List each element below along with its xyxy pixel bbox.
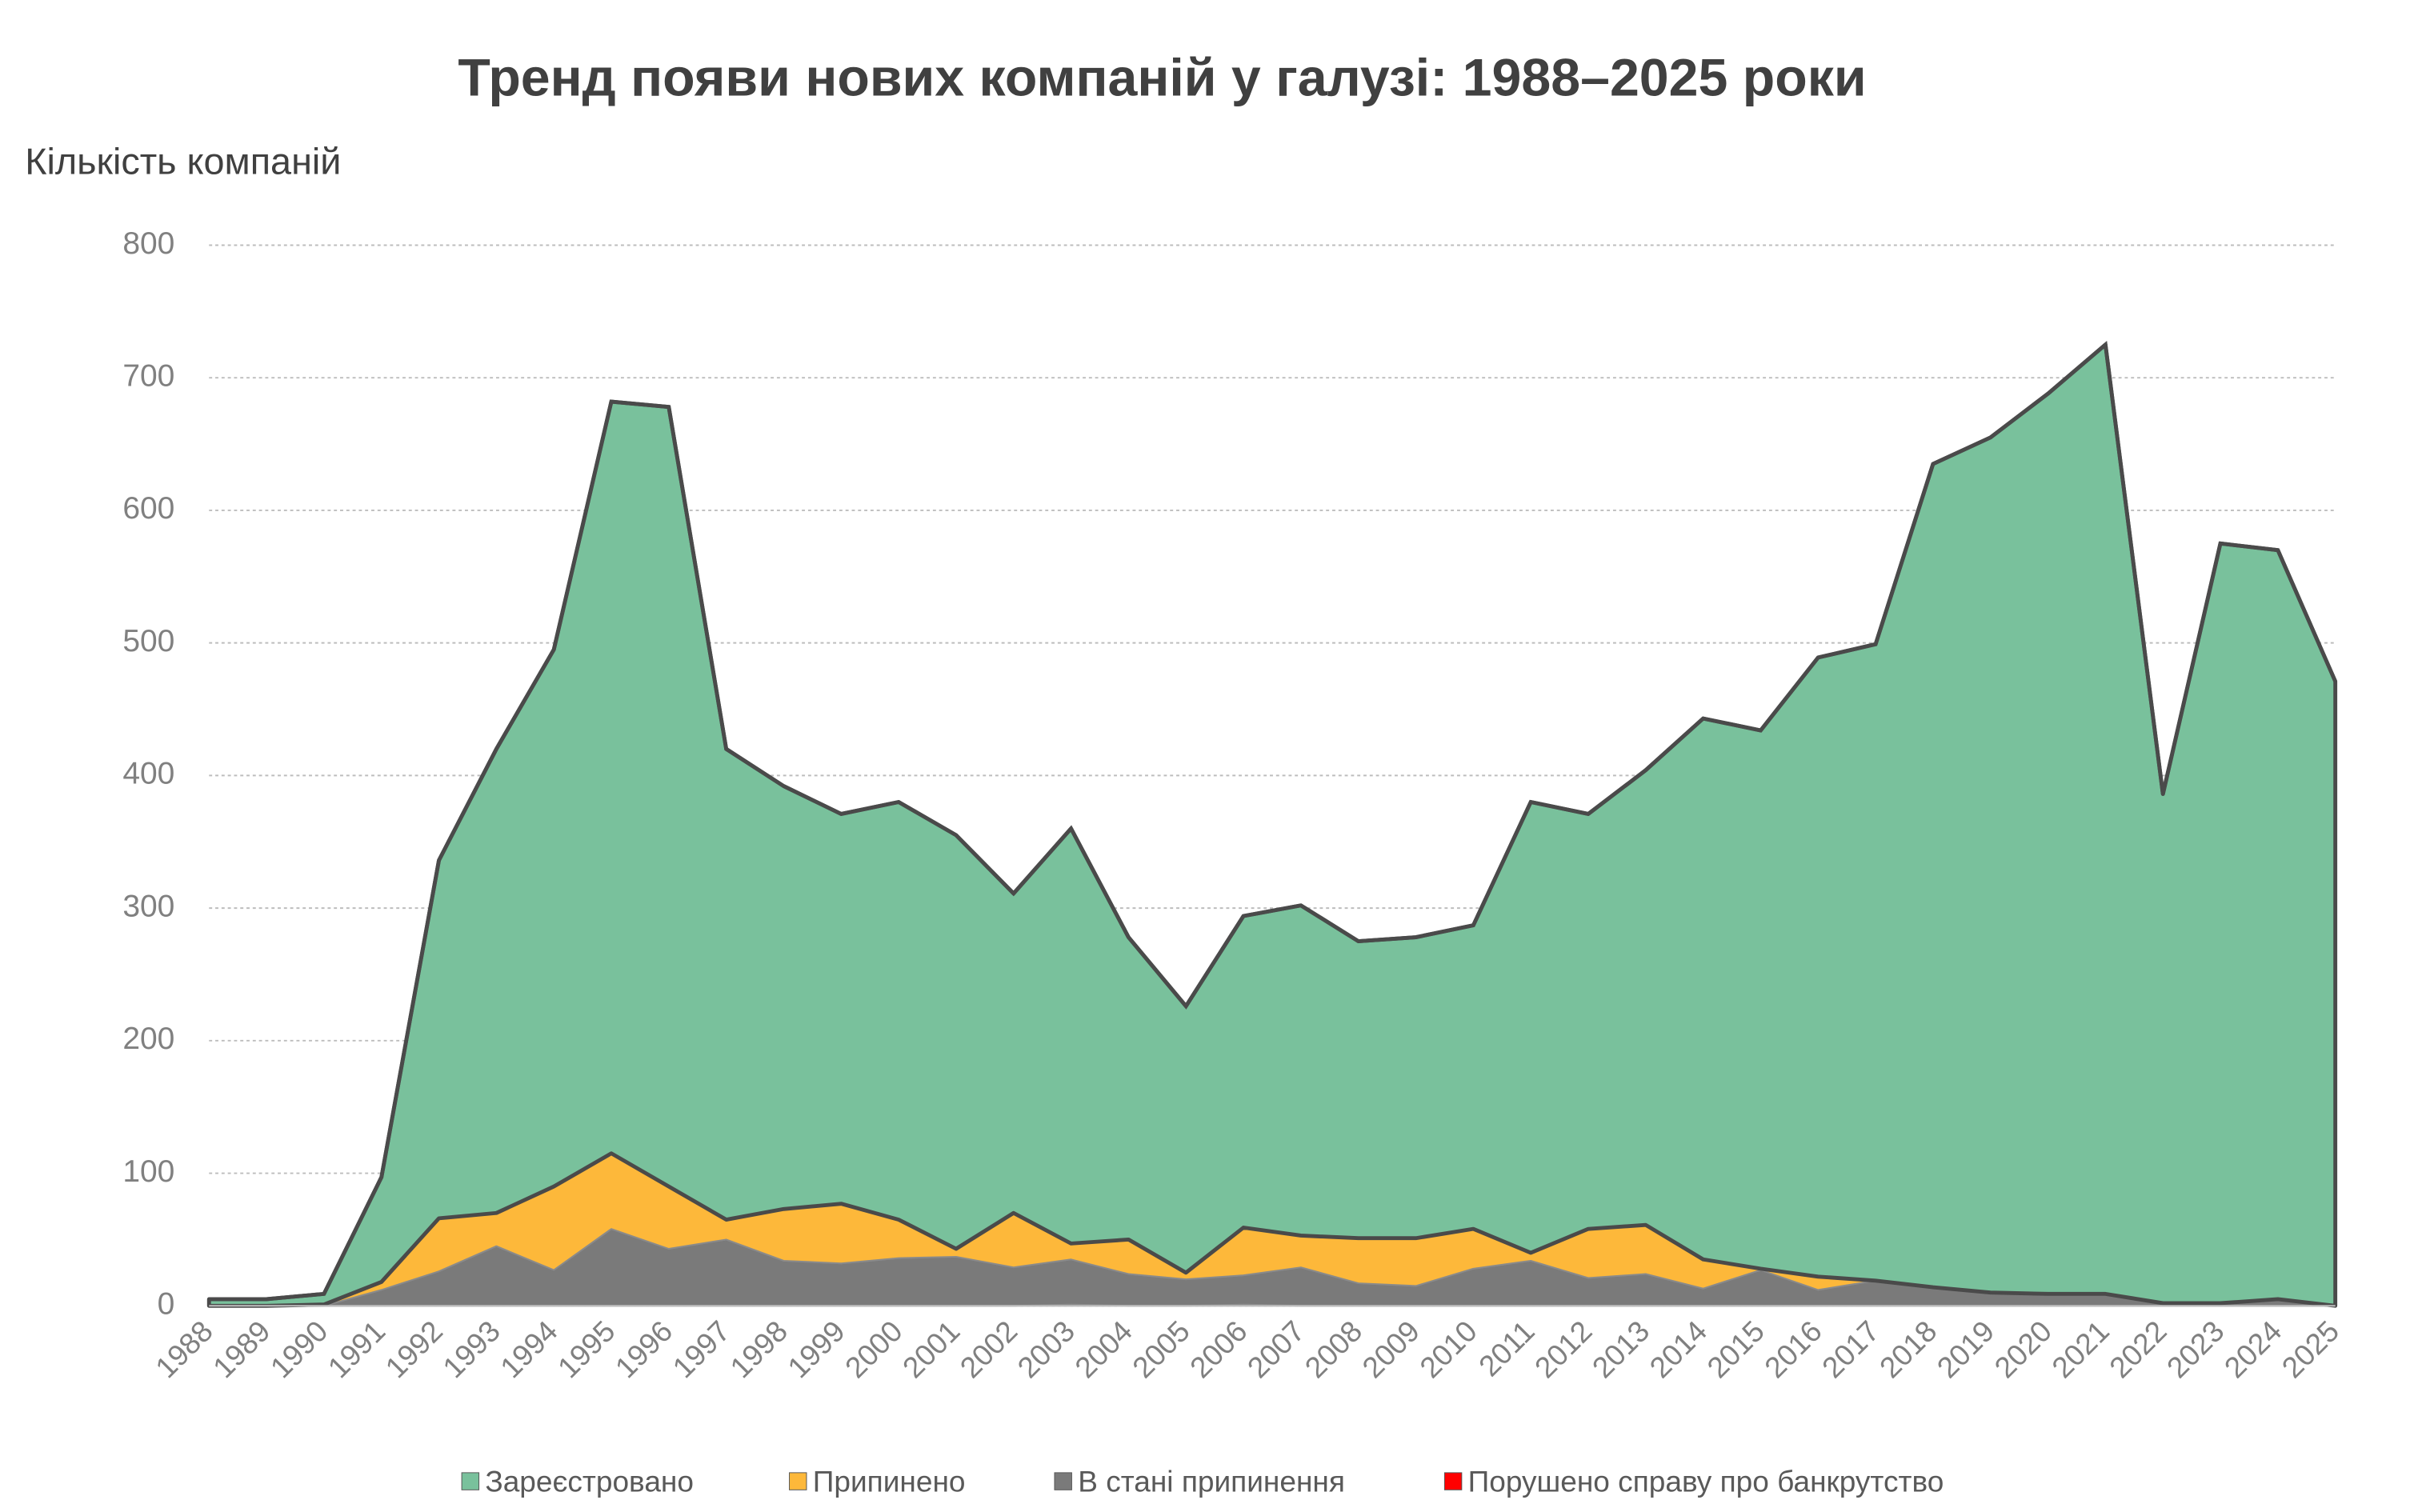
chart-title: Тренд появи нових компаній у галузі: 198… <box>458 48 1866 107</box>
x-tick-label: 1998 <box>723 1314 794 1384</box>
legend-label: Порушено справу про банкрутство <box>1468 1464 1944 1498</box>
x-tick-label: 2006 <box>1183 1314 1254 1384</box>
x-tick-label: 1993 <box>436 1314 506 1384</box>
x-tick-label: 1999 <box>781 1314 851 1384</box>
x-tick-label: 2023 <box>2160 1314 2231 1384</box>
x-tick-label: 1997 <box>666 1314 736 1384</box>
x-tick-label: 2009 <box>1355 1314 1426 1384</box>
x-tick-label: 2020 <box>1988 1314 2058 1384</box>
x-tick-label: 1994 <box>494 1314 564 1384</box>
x-tick-label: 2004 <box>1068 1314 1139 1384</box>
x-tick-label: 2016 <box>1758 1314 1828 1384</box>
x-tick-label: 1992 <box>378 1314 449 1384</box>
x-tick-label: 1989 <box>206 1314 277 1384</box>
x-tick-label: 1990 <box>264 1314 334 1384</box>
area <box>206 342 2338 1308</box>
total-outline <box>209 340 2337 1302</box>
x-tick-label: 2012 <box>1528 1314 1599 1384</box>
x-tick-label: 2007 <box>1240 1314 1311 1384</box>
y-tick-label: 300 <box>122 889 174 923</box>
x-tick-label: 1991 <box>321 1314 391 1384</box>
x-tick-label: 2022 <box>2103 1314 2173 1384</box>
x-tick-label: 2000 <box>839 1314 909 1384</box>
legend-label: Припинено <box>813 1464 966 1498</box>
y-tick-label: 100 <box>122 1154 174 1189</box>
legend-swatch <box>461 1472 480 1490</box>
y-axis-label: Кількість компаній <box>25 140 341 182</box>
y-tick-label: 700 <box>122 359 174 394</box>
legend-label: Зареєстровано <box>485 1464 694 1498</box>
x-tick-label: 2013 <box>1585 1314 1655 1384</box>
x-tick-label: 2021 <box>2045 1314 2116 1384</box>
x-tick-label: 2003 <box>1011 1314 1081 1384</box>
x-tick-label: 1995 <box>551 1314 622 1384</box>
x-tick-label: 2010 <box>1413 1314 1483 1384</box>
x-tick-label: 2024 <box>2217 1314 2288 1384</box>
x-tick-label: 2014 <box>1643 1314 1713 1384</box>
legend-label: В стані припинення <box>1078 1464 1345 1498</box>
x-tick-label: 2015 <box>1700 1314 1771 1384</box>
x-tick-label: 2002 <box>953 1314 1023 1384</box>
x-tick-label: 2025 <box>2275 1314 2345 1384</box>
x-tick-label: 2008 <box>1298 1314 1368 1384</box>
x-tick-label: 2005 <box>1126 1314 1196 1384</box>
y-tick-label: 800 <box>122 226 174 261</box>
x-tick-label: 2001 <box>896 1314 967 1384</box>
x-tick-label: 2018 <box>1873 1314 1944 1384</box>
y-tick-label: 400 <box>122 757 174 791</box>
legend-swatch <box>1054 1472 1072 1490</box>
y-tick-label: 600 <box>122 491 174 526</box>
y-tick-label: 0 <box>158 1287 175 1322</box>
legend-swatch <box>789 1472 807 1490</box>
y-tick-label: 500 <box>122 624 174 658</box>
x-tick-label: 2019 <box>1930 1314 2000 1384</box>
x-tick-label: 1988 <box>149 1314 219 1384</box>
legend-swatch <box>1443 1472 1463 1490</box>
x-tick-label: 2011 <box>1472 1314 1541 1382</box>
y-tick-label: 200 <box>122 1022 174 1056</box>
x-tick-label: 1996 <box>608 1314 679 1384</box>
x-tick-label: 2017 <box>1816 1314 1886 1384</box>
